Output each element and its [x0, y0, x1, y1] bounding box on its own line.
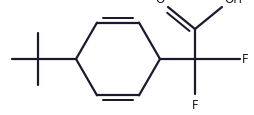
Text: F: F	[241, 53, 248, 66]
Text: O: O	[155, 0, 164, 6]
Text: OH: OH	[223, 0, 241, 6]
Text: F: F	[191, 98, 198, 111]
